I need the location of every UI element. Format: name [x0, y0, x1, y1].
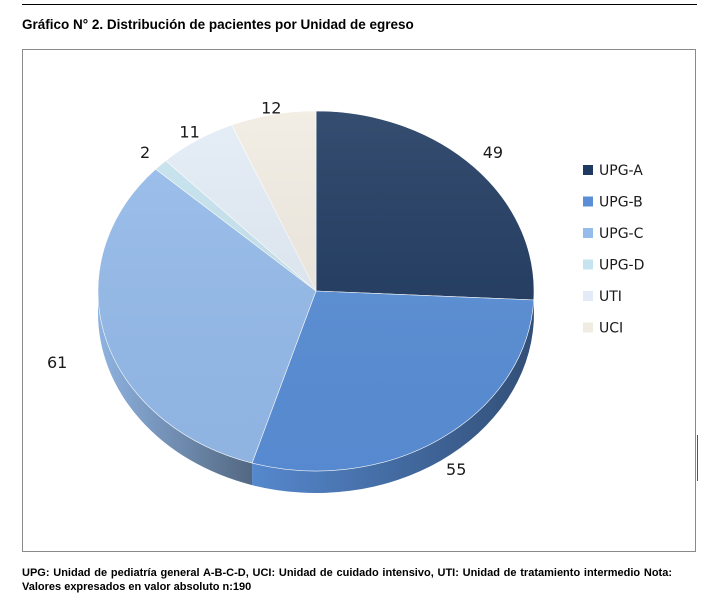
pie-gloss: [98, 111, 534, 471]
frame-edge-mark: [697, 435, 698, 481]
legend-label-upg-c: UPG-C: [599, 226, 644, 242]
data-label-upg-b: 55: [446, 460, 466, 479]
legend-swatch-uti: [583, 291, 593, 301]
legend-swatch-upg-a: [583, 165, 593, 175]
top-rule: [22, 4, 697, 5]
legend-label-upg-b: UPG-B: [599, 195, 643, 211]
legend-label-upg-a: UPG-A: [599, 163, 643, 179]
pie-side-upg-b-shade: [252, 299, 534, 493]
pie-side-upg-c-shade: [97, 291, 253, 486]
legend-label-uci: UCI: [599, 321, 623, 337]
figure-caption: UPG: Unidad de pediatría general A-B-C-D…: [22, 567, 672, 593]
legend-label-uti: UTI: [599, 289, 622, 305]
data-label-upg-d: 2: [140, 143, 150, 162]
legend: UPG-A UPG-B UPG-C UPG-D UTI UCI: [583, 163, 644, 337]
data-label-uti: 11: [179, 122, 199, 141]
data-label-layer: 49 55 61 2 11 12: [47, 98, 503, 479]
data-label-uci: 12: [261, 98, 281, 117]
figure-title: Gráfico N° 2. Distribución de pacientes …: [22, 17, 414, 32]
legend-swatch-upg-b: [583, 196, 593, 207]
legend-label-upg-d: UPG-D: [599, 258, 644, 274]
legend-swatch-upg-c: [583, 228, 593, 238]
pie-side-layer: [97, 291, 534, 493]
data-label-upg-c: 61: [47, 353, 67, 372]
data-label-upg-a: 49: [483, 143, 503, 162]
pie-top-layer: [97, 110, 535, 472]
legend-swatch-upg-d: [583, 259, 593, 270]
legend-swatch-uci: [583, 322, 593, 333]
